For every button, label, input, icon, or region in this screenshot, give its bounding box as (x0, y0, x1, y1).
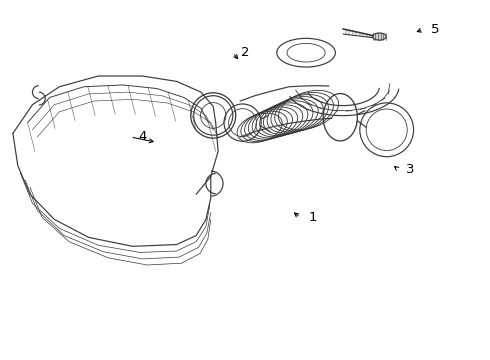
Ellipse shape (372, 33, 386, 40)
Text: 2: 2 (241, 46, 249, 59)
Text: 5: 5 (431, 23, 440, 36)
Text: 1: 1 (308, 211, 317, 224)
Text: 4: 4 (138, 130, 147, 144)
Text: 3: 3 (406, 163, 415, 176)
